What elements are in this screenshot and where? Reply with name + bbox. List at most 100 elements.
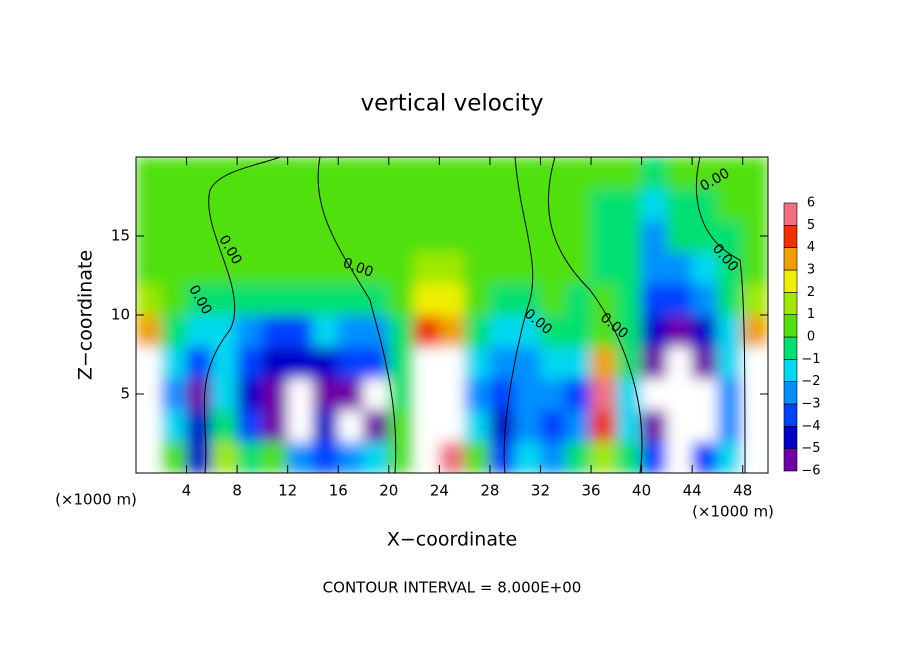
cell: [236, 409, 263, 442]
cell: [489, 377, 516, 411]
cell: [742, 409, 768, 442]
cell: [590, 251, 617, 284]
cell: [261, 409, 289, 442]
cell: [287, 346, 314, 379]
cell: [363, 346, 390, 379]
cell: [641, 188, 668, 221]
cell: [464, 377, 491, 411]
cell: [641, 377, 668, 411]
cell: [136, 157, 162, 190]
cell: [388, 377, 415, 411]
cell: [236, 282, 263, 316]
contour-line: [317, 157, 397, 473]
cell: [716, 377, 744, 411]
cell: [186, 409, 213, 442]
cell: [287, 377, 314, 411]
cell: [666, 409, 693, 442]
x-tick-label: 24: [430, 482, 449, 500]
cell: [641, 219, 668, 253]
cell: [236, 440, 263, 473]
cell: [742, 188, 768, 221]
cell: [489, 251, 516, 284]
cell: [261, 377, 289, 411]
cell: [211, 377, 238, 411]
cell: [666, 188, 693, 221]
cell: [388, 409, 415, 442]
cell: [641, 346, 668, 379]
cell: [565, 314, 592, 348]
cell: [691, 314, 718, 348]
cell: [312, 440, 339, 473]
cell: [312, 157, 339, 190]
contour-line: [203, 157, 281, 473]
cell: [438, 282, 466, 316]
cell: [514, 440, 541, 473]
cell: [136, 282, 162, 316]
cell: [615, 377, 643, 411]
cell: [337, 377, 365, 411]
cell: [716, 346, 744, 379]
cell: [388, 346, 415, 379]
cell: [261, 346, 289, 379]
cell: [565, 440, 592, 473]
cell: [337, 251, 365, 284]
cell: [641, 409, 668, 442]
cell: [615, 219, 643, 253]
x-tick-label: 36: [581, 482, 600, 500]
cell: [363, 219, 390, 253]
cell: [388, 188, 415, 221]
cell: [641, 440, 668, 473]
colorbar-label: 4: [807, 240, 815, 255]
cell: [514, 251, 541, 284]
colorbar-label: 2: [807, 285, 815, 300]
cell: [363, 251, 390, 284]
cell: [136, 440, 162, 473]
cell: [539, 219, 567, 253]
cell: [691, 440, 718, 473]
cell: [413, 409, 440, 442]
colorbar-swatch: [783, 292, 798, 315]
cell: [211, 282, 238, 316]
cell: [312, 346, 339, 379]
x-tick-label: 4: [182, 482, 192, 500]
cell: [615, 188, 643, 221]
cell: [539, 188, 567, 221]
cell: [666, 157, 693, 190]
cell: [489, 157, 516, 190]
cell: [261, 314, 289, 348]
cell: [691, 409, 718, 442]
cell: [312, 377, 339, 411]
cell: [590, 440, 617, 473]
cell: [666, 219, 693, 253]
cell: [236, 251, 263, 284]
cell: [236, 157, 263, 190]
x-tick-label: 16: [329, 482, 348, 500]
cell: [160, 314, 188, 348]
cell: [514, 157, 541, 190]
cell: [590, 346, 617, 379]
cell: [742, 346, 768, 379]
cell: [363, 188, 390, 221]
cell: [236, 377, 263, 411]
cell: [312, 219, 339, 253]
cell: [691, 346, 718, 379]
cell: [312, 188, 339, 221]
cell: [287, 188, 314, 221]
colorbar-label: −2: [801, 374, 820, 389]
x-tick-label: 8: [232, 482, 242, 500]
cell: [438, 251, 466, 284]
cell: [160, 251, 188, 284]
cell: [464, 346, 491, 379]
cell: [565, 409, 592, 442]
cell: [261, 282, 289, 316]
cell: [590, 157, 617, 190]
cell: [413, 377, 440, 411]
x-tick-label: 44: [683, 482, 702, 500]
x-unit-label: (×1000 m): [692, 503, 774, 521]
cell: [565, 219, 592, 253]
cell: [160, 282, 188, 316]
cell: [211, 409, 238, 442]
cells: [136, 157, 768, 473]
cell: [590, 188, 617, 221]
